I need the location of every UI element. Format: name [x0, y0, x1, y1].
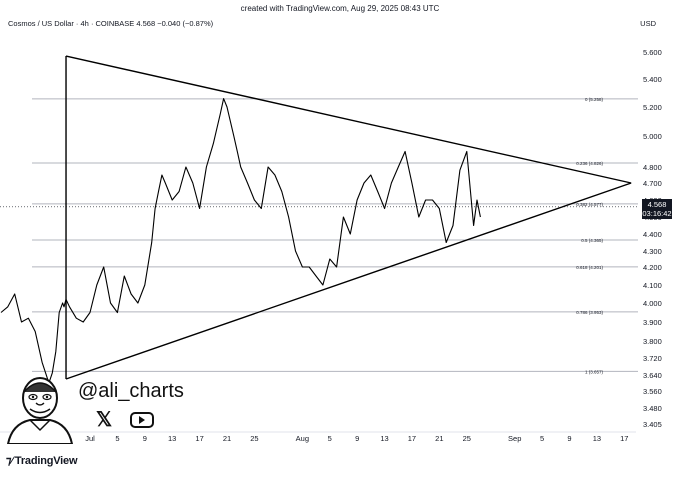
x-tick-label: Aug [296, 434, 309, 443]
bar-countdown: 03:16:42 [642, 209, 672, 218]
x-logo-icon[interactable]: 𝕏 [96, 409, 113, 431]
x-tick-label: 5 [115, 434, 119, 443]
x-tick-label: Jul [85, 434, 95, 443]
x-tick-label: 17 [195, 434, 203, 443]
x-tick-label: 13 [380, 434, 388, 443]
fib-level-label: 1 (3.657) [585, 369, 604, 374]
y-tick-label: 3.640 [643, 371, 662, 380]
y-tick-label: 4.300 [643, 247, 662, 256]
x-tick-label: 21 [435, 434, 443, 443]
fib-level-label: 0.236 (4.826) [576, 161, 603, 166]
y-tick-label: 4.800 [643, 163, 662, 172]
current-price-tag: 4.568 03:16:42 [642, 199, 672, 219]
y-tick-label: 5.200 [643, 103, 662, 112]
x-tick-label: 5 [328, 434, 332, 443]
x-tick-label: 17 [408, 434, 416, 443]
y-tick-label: 4.100 [643, 281, 662, 290]
x-tick-label: 25 [463, 434, 471, 443]
x-tick-label: 17 [620, 434, 628, 443]
x-tick-label: Sep [508, 434, 521, 443]
x-tick-label: 9 [143, 434, 147, 443]
fib-level-label: 0.382 (4.577) [576, 202, 603, 207]
social-links: 𝕏 [96, 409, 155, 431]
y-tick-label: 5.600 [643, 48, 662, 57]
y-tick-label: 3.720 [643, 354, 662, 363]
y-tick-label: 3.900 [643, 318, 662, 327]
x-tick-label: 25 [250, 434, 258, 443]
x-tick-label: 13 [593, 434, 601, 443]
price-change: −0.040 (−0.87%) [157, 19, 214, 28]
price-series-line [0, 98, 481, 384]
y-tick-label: 4.700 [643, 179, 662, 188]
author-handle: @ali_charts [78, 380, 184, 402]
tradingview-logo: ⁊⁄ TradingView [6, 454, 78, 467]
last-price: 4.568 [136, 19, 156, 28]
tradingview-banner: created with TradingView.com, Aug 29, 20… [240, 4, 440, 13]
triangle-lower-trendline [65, 182, 632, 380]
y-tick-label: 3.480 [643, 404, 662, 413]
x-tick-label: 9 [355, 434, 359, 443]
y-tick-label: 3.405 [643, 420, 662, 429]
y-tick-label: 4.200 [643, 263, 662, 272]
fib-level-label: 0.618 (4.201) [576, 265, 603, 270]
x-tick-label: 13 [168, 434, 176, 443]
y-tick-label: 5.400 [643, 75, 662, 84]
youtube-icon[interactable] [130, 412, 155, 428]
fib-level-label: 0 (5.258) [585, 97, 604, 102]
x-tick-label: 5 [540, 434, 544, 443]
x-tick-label: 9 [567, 434, 571, 443]
current-price-value: 4.568 [647, 200, 667, 209]
x-tick-label: 21 [223, 434, 231, 443]
y-tick-label: 4.000 [643, 299, 662, 308]
symbol-name: Cosmos / US Dollar · 4h · COINBASE [8, 19, 135, 28]
tradingview-glyph-icon: ⁊⁄ [6, 455, 13, 467]
y-tick-label: 5.000 [643, 132, 662, 141]
avatar-caricature-icon [6, 377, 74, 444]
y-tick-label: 3.800 [643, 337, 662, 346]
fib-level-label: 0.786 (3.953) [576, 310, 603, 315]
fib-level-label: 0.5 (4.365) [581, 238, 603, 243]
y-tick-label: 4.400 [643, 230, 662, 239]
currency-label: USD [640, 19, 656, 28]
y-tick-label: 3.560 [643, 387, 662, 396]
symbol-info: Cosmos / US Dollar · 4h · COINBASE 4.568… [8, 19, 213, 28]
triangle-upper-trendline [65, 55, 632, 184]
tradingview-logo-text: TradingView [14, 455, 78, 467]
